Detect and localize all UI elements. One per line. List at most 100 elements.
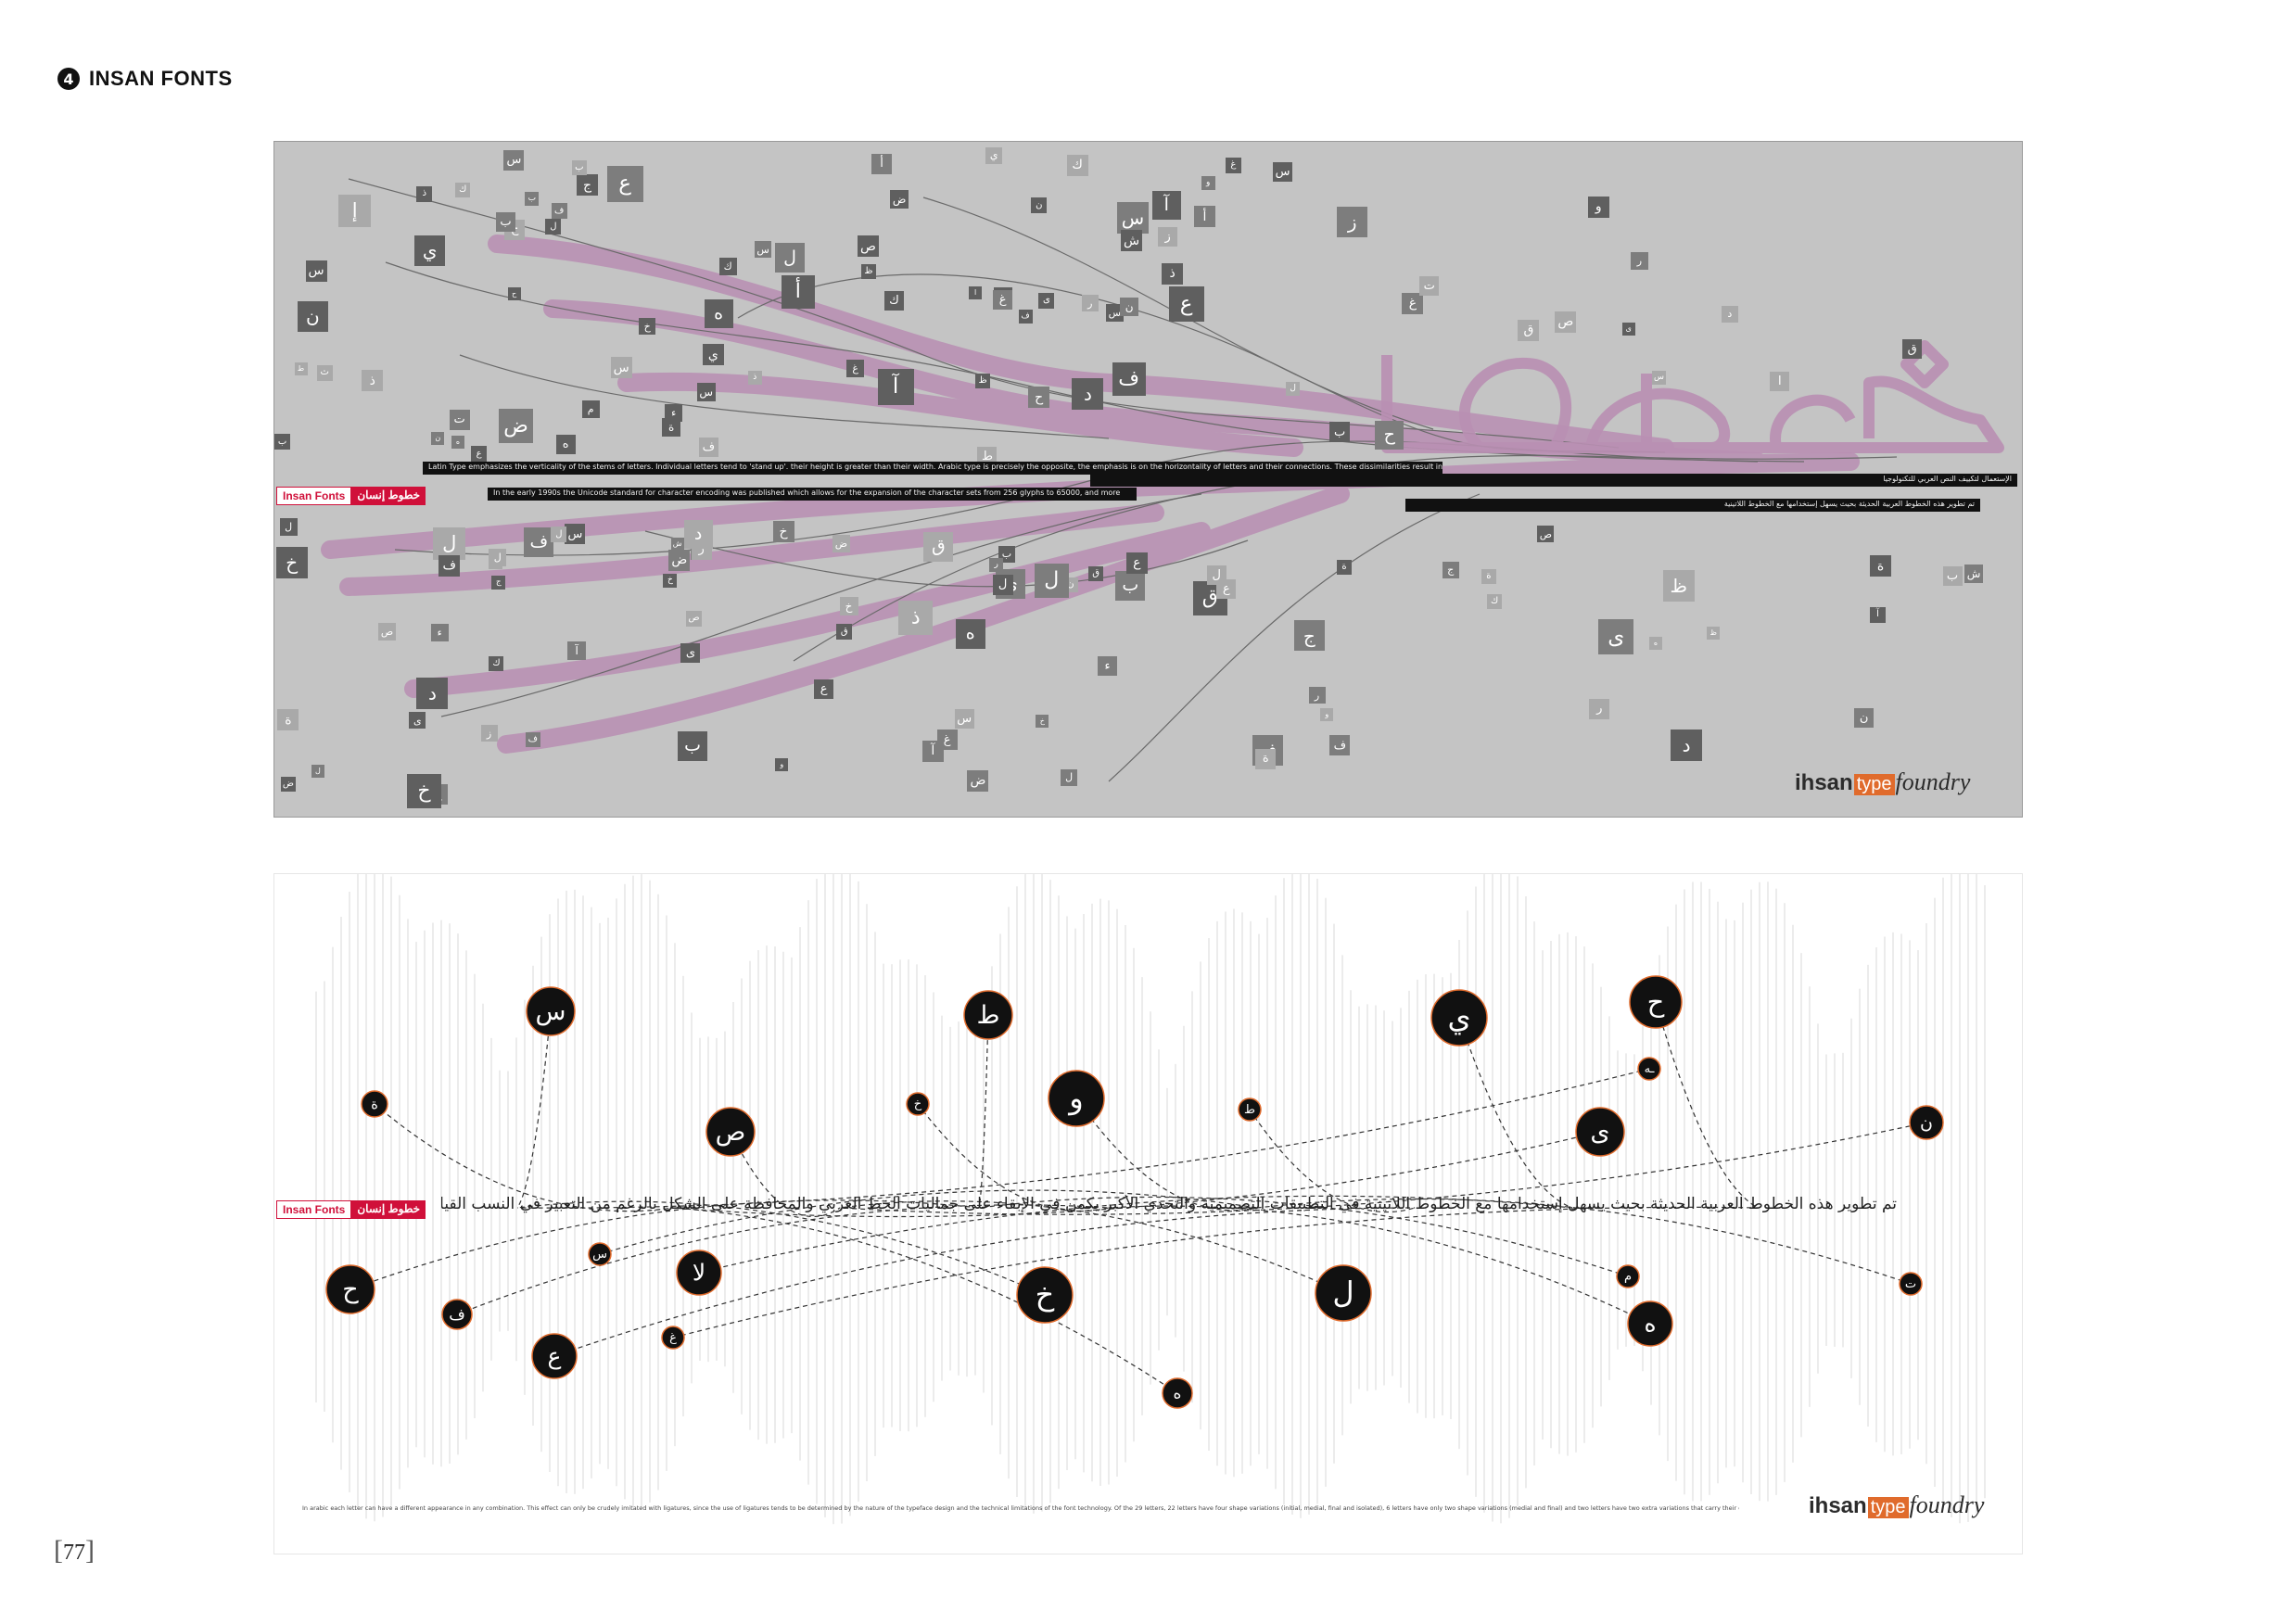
dashed-connector xyxy=(1256,1198,1912,1285)
letter-tile: خ xyxy=(275,546,308,578)
circle-letter: ه xyxy=(1644,1310,1656,1337)
dashed-connector xyxy=(1458,1017,1573,1209)
letter-tile: و xyxy=(1201,175,1215,190)
letter-tile: غ xyxy=(1225,157,1241,173)
letter-tile: ى xyxy=(680,643,701,664)
letter-tile: د xyxy=(683,519,713,549)
letter-tile: ص xyxy=(1555,311,1577,333)
circle-letter: لا xyxy=(693,1259,705,1286)
letter-tile: ض xyxy=(967,769,989,792)
letter-tile: خ xyxy=(772,521,794,543)
page-number: [77] xyxy=(54,1535,95,1566)
letter-tile: ة xyxy=(1336,560,1352,576)
circle-letter: ط xyxy=(977,1001,1000,1030)
letter-tile: ن xyxy=(297,300,328,332)
letter-tile: آ xyxy=(877,369,914,406)
info-band-4: تم تطوير هذه الخطوط العربية الحديثة بحيث… xyxy=(1405,499,1980,512)
letter-circle: ط xyxy=(963,990,1013,1040)
letter-tile: ر xyxy=(1308,687,1326,704)
letter-circle: ن xyxy=(1909,1105,1944,1140)
dashed-connector xyxy=(1655,1001,1759,1209)
circle-letter: ن xyxy=(1920,1112,1933,1133)
letter-tile: ظ xyxy=(1707,627,1721,641)
letter-tile: ص xyxy=(857,235,879,258)
label-arabic: خطوط إنسان xyxy=(351,487,426,505)
dashed-connector xyxy=(1075,1097,1258,1212)
letter-tile: ل xyxy=(1286,382,1301,397)
letter-tile: خ xyxy=(1036,714,1049,728)
letter-tile: ا xyxy=(1770,372,1790,392)
letter-tile: غ xyxy=(936,730,958,751)
label-latin: Insan Fonts xyxy=(276,487,352,505)
letter-tile: ة xyxy=(662,417,681,437)
letter-tile: س xyxy=(565,524,586,545)
letter-tile: ق xyxy=(1902,338,1923,359)
letter-tile: س xyxy=(610,357,632,379)
letter-tile: خ xyxy=(663,573,678,588)
circle-letter: ع xyxy=(548,1342,562,1369)
letter-tile: ب xyxy=(1942,566,1963,587)
letter-tile: د xyxy=(416,678,449,710)
letter-tile: ل xyxy=(775,243,805,273)
letter-tile: ى xyxy=(1038,292,1055,309)
letter-tile: س xyxy=(305,260,327,282)
letter-tile: ص xyxy=(686,610,703,627)
letter-circle: ى xyxy=(1575,1107,1625,1157)
letter-tile: ي xyxy=(414,235,446,266)
letter-tile: ل xyxy=(489,549,507,567)
letter-tile: ع xyxy=(1125,552,1148,574)
letter-tile: س xyxy=(503,149,525,171)
logo-part-foundry-bottom: foundry xyxy=(1909,1491,1985,1518)
letter-tile: س xyxy=(755,241,772,259)
letter-tile: ف xyxy=(438,554,461,577)
letter-circle: ة xyxy=(361,1090,388,1118)
letter-tile: ي xyxy=(985,146,1003,164)
letter-tile: آ xyxy=(1870,606,1886,623)
letter-circle: ص xyxy=(705,1107,756,1157)
ihsan-type-foundry-logo-bottom: ihsan type foundry xyxy=(1809,1491,1984,1519)
circle-letter: س xyxy=(536,997,566,1026)
letter-tile: س xyxy=(1273,161,1293,182)
letter-tile: ث xyxy=(316,364,333,381)
letter-tile: س xyxy=(696,383,716,402)
letter-tile: ب xyxy=(1329,422,1351,443)
letter-tile: ه xyxy=(955,618,985,649)
letter-circle: ع xyxy=(531,1333,578,1379)
letter-tile: ذ xyxy=(747,370,762,385)
letter-tile: ق xyxy=(1088,565,1104,581)
letter-tile: ل xyxy=(433,527,466,561)
circle-letter: و xyxy=(1067,1081,1083,1116)
circle-letter: ة xyxy=(371,1096,378,1112)
letter-tile: ك xyxy=(1066,154,1088,176)
dashed-connector xyxy=(978,1196,1629,1277)
circle-letter: ح xyxy=(1647,986,1665,1018)
dashed-connector xyxy=(672,1131,1601,1218)
letter-circle: ل xyxy=(1315,1264,1372,1322)
letter-circle: غ xyxy=(661,1326,685,1350)
letter-circle: ه xyxy=(1627,1300,1673,1347)
letter-tile: ش xyxy=(1964,565,1984,584)
letter-tile: ط xyxy=(294,362,308,376)
letter-tile: ن xyxy=(431,432,445,446)
letter-circle: ه xyxy=(1162,1377,1193,1409)
circle-letter: ط xyxy=(1244,1103,1255,1117)
letter-tile: ن xyxy=(1854,707,1875,728)
letter-tile: ك xyxy=(1487,594,1503,610)
letter-circle: ح xyxy=(1629,975,1683,1029)
dashed-connector xyxy=(516,1200,1046,1296)
ihsan-type-foundry-logo: ihsan type foundry xyxy=(1795,768,1970,796)
letter-tile: ظ xyxy=(1662,570,1695,603)
letter-tile: ب xyxy=(571,160,587,176)
letter-tile: ف xyxy=(698,438,718,458)
letter-tile: ب xyxy=(525,191,540,206)
letter-tile: ة xyxy=(1869,555,1891,577)
circle-letter: خ xyxy=(1036,1277,1055,1313)
letter-tile: ي xyxy=(702,344,724,366)
dashed-connector xyxy=(672,1206,1759,1339)
circle-letter: ت xyxy=(1905,1277,1916,1291)
letter-tile: ل xyxy=(311,764,324,778)
letter-tile: ت xyxy=(449,409,470,430)
letter-tile: ف xyxy=(1329,735,1351,756)
letter-tile: ر xyxy=(1630,252,1648,271)
circle-letter: م xyxy=(1624,1270,1632,1284)
